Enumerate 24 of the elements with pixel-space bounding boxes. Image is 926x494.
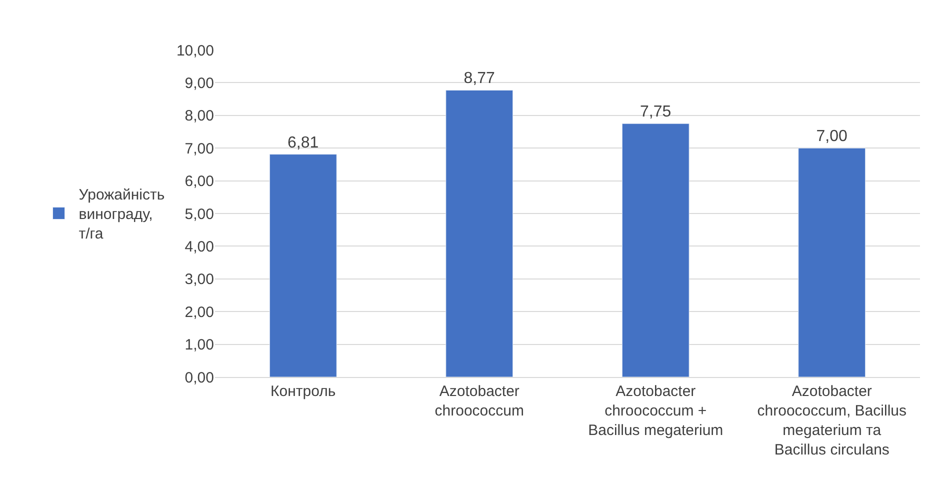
y-tick-label: 8,00 [184, 108, 214, 125]
bar [622, 123, 690, 377]
x-tick-label: Контроль [270, 383, 336, 400]
y-tick-label: 1,00 [184, 336, 214, 354]
legend-label: Урожайність винограду, т/га [78, 186, 165, 243]
y-tick-label: 9,00 [184, 74, 214, 92]
bar [798, 148, 866, 377]
x-tick-label: Azotobacter chroococcum, Bacillus megaterium та Bacillus circulans [757, 383, 906, 458]
y-tick-label: 0,00 [184, 369, 214, 386]
data-label: 7,00 [816, 128, 848, 146]
x-tick-label: Azotobacter chroococcum [434, 383, 524, 420]
y-tick-label: 6,00 [184, 173, 214, 190]
y-tick-label: 4,00 [184, 238, 214, 256]
y-tick-label: 10,00 [176, 42, 214, 60]
bar [446, 90, 514, 377]
y-tick-label: 5,00 [184, 206, 214, 223]
y-tick-label: 2,00 [184, 304, 214, 321]
data-label: 7,75 [640, 104, 672, 121]
x-tick-label: Azotobacter chroococcum + Bacillus megaterium [588, 383, 724, 439]
y-tick-label: 7,00 [184, 140, 214, 158]
data-label: 6,81 [288, 134, 319, 152]
data-label: 8,77 [464, 70, 495, 88]
bar [269, 154, 337, 377]
y-tick-label: 3,00 [184, 271, 214, 288]
